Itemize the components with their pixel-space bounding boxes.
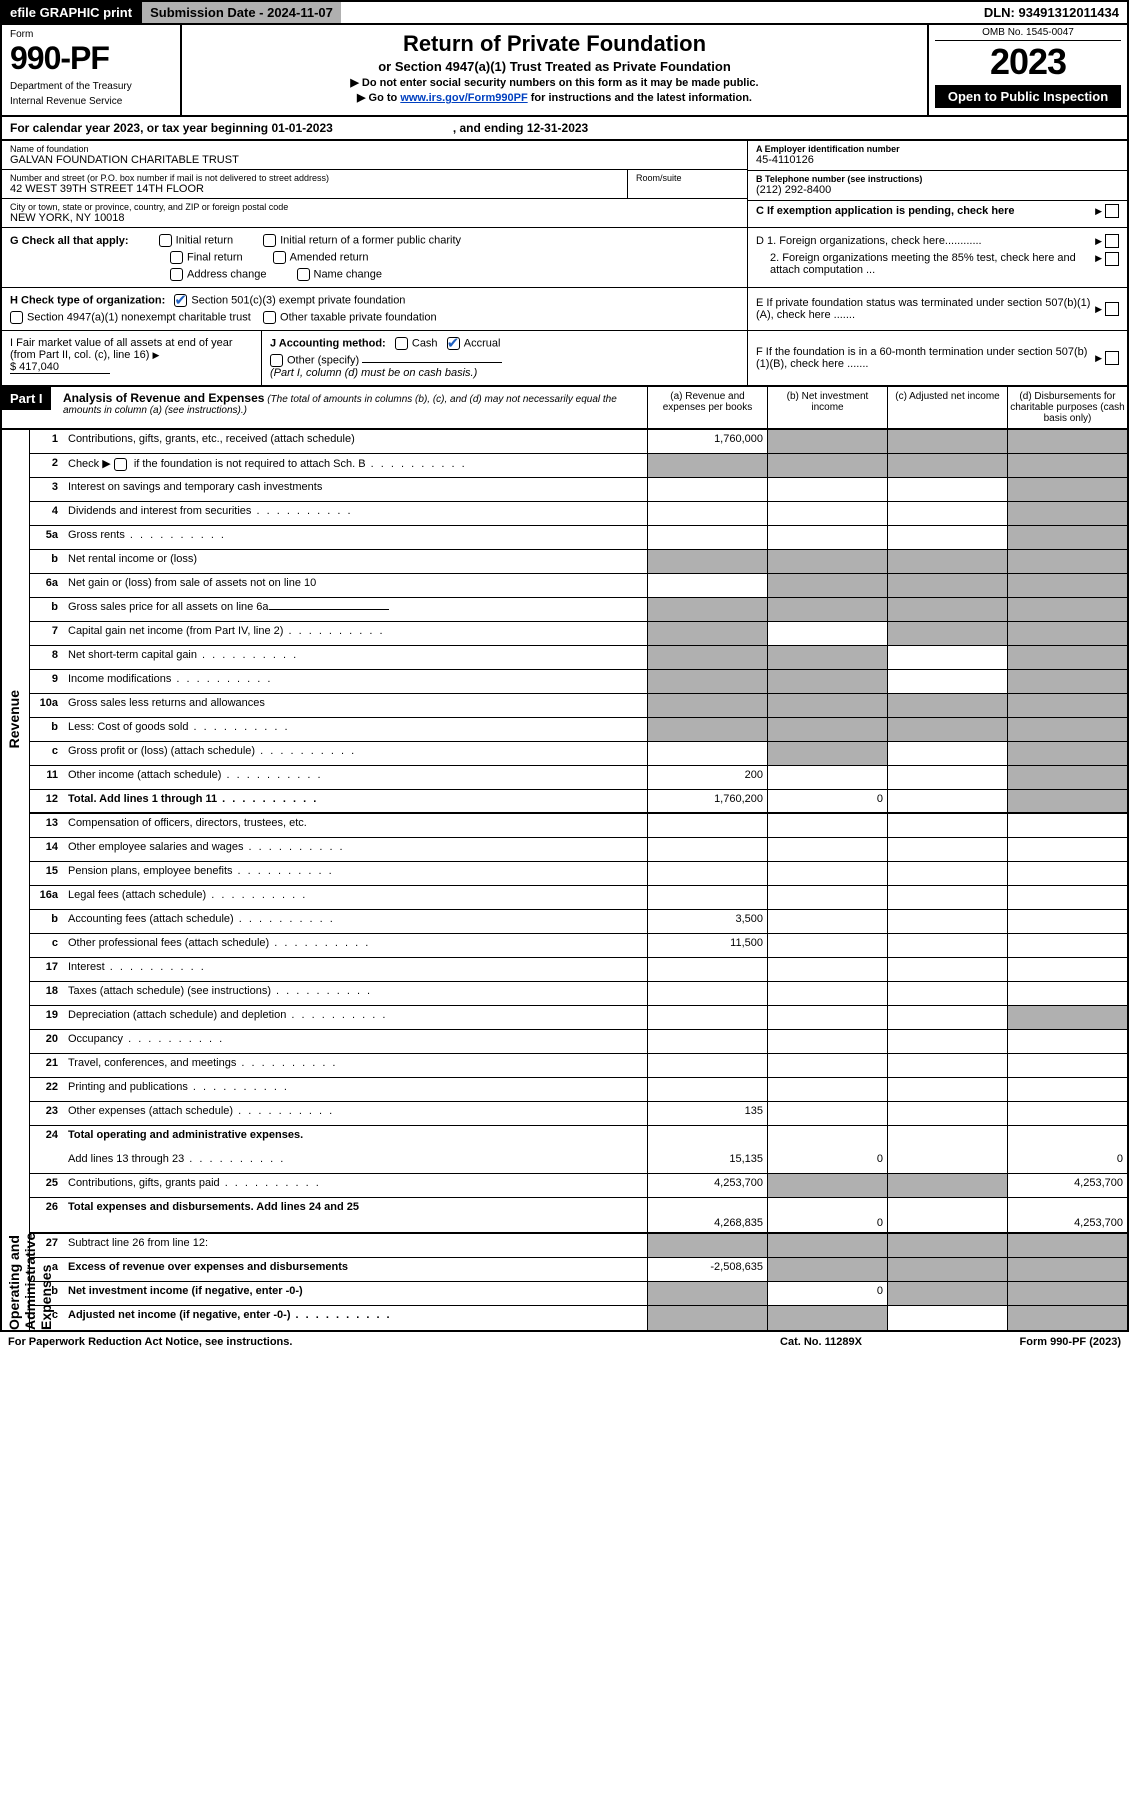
d2-label: 2. Foreign organizations meeting the 85%…: [756, 252, 1095, 276]
ein-label: A Employer identification number: [756, 144, 1119, 154]
amt-a: 1,760,000: [647, 430, 767, 453]
amt-b-shaded: [767, 430, 887, 453]
col-c-header: (c) Adjusted net income: [887, 387, 1007, 428]
city-value: NEW YORK, NY 10018: [10, 212, 739, 224]
arrow-icon: [152, 349, 162, 361]
501c3-checkbox[interactable]: [174, 294, 187, 307]
initial-return-checkbox[interactable]: [159, 234, 172, 247]
open-public-badge: Open to Public Inspection: [935, 85, 1121, 108]
initial-former-checkbox[interactable]: [263, 234, 276, 247]
e-checkbox[interactable]: [1105, 302, 1119, 316]
amt-c-shaded: [887, 430, 1007, 453]
h-e-row: H Check type of organization: Section 50…: [2, 288, 1127, 331]
j-label: J Accounting method:: [270, 337, 386, 349]
form-title: Return of Private Foundation: [202, 31, 907, 57]
city-label: City or town, state or province, country…: [10, 202, 739, 212]
submission-date: Submission Date - 2024-11-07: [140, 2, 341, 23]
dept-treasury: Department of the Treasury: [10, 81, 172, 92]
page-footer: For Paperwork Reduction Act Notice, see …: [0, 1332, 1129, 1352]
pra-notice: For Paperwork Reduction Act Notice, see …: [8, 1336, 721, 1348]
exemption-pending-label: C If exemption application is pending, c…: [756, 205, 1095, 217]
note-goto: ▶ Go to www.irs.gov/Form990PF for instru…: [202, 91, 907, 104]
final-return-checkbox[interactable]: [170, 251, 183, 264]
arrow-icon: [1095, 205, 1105, 217]
cal-year-begin: For calendar year 2023, or tax year begi…: [10, 121, 333, 135]
g-label: G Check all that apply:: [10, 235, 129, 247]
i-j-f-row: I Fair market value of all assets at end…: [2, 331, 1127, 385]
cash-checkbox[interactable]: [395, 337, 408, 350]
address-value: 42 WEST 39TH STREET 14TH FLOOR: [10, 183, 619, 195]
i-label: I Fair market value of all assets at end…: [10, 337, 233, 361]
tax-year: 2023: [935, 41, 1121, 83]
dln-number: DLN: 93491312011434: [976, 2, 1127, 23]
4947a1-checkbox[interactable]: [10, 311, 23, 324]
irs-link[interactable]: www.irs.gov/Form990PF: [400, 92, 527, 104]
line-num: 1: [30, 430, 64, 453]
address-label: Number and street (or P.O. box number if…: [10, 173, 619, 183]
arrow-icon: [1095, 252, 1105, 264]
irs-line: Internal Revenue Service: [10, 96, 172, 107]
arrow-icon: [1095, 303, 1105, 315]
form-container: efile GRAPHIC print Submission Date - 20…: [0, 0, 1129, 1332]
d1-label: D 1. Foreign organizations, check here..…: [756, 235, 1095, 247]
foundation-name-label: Name of foundation: [10, 144, 739, 154]
e-label: E If private foundation status was termi…: [756, 297, 1095, 321]
address-change-checkbox[interactable]: [170, 268, 183, 281]
other-method-checkbox[interactable]: [270, 354, 283, 367]
j-note: (Part I, column (d) must be on cash basi…: [270, 367, 739, 379]
form-label: Form: [10, 29, 172, 40]
form-number: 990-PF: [10, 40, 172, 77]
form-subtitle: or Section 4947(a)(1) Trust Treated as P…: [202, 59, 907, 74]
omb-number: OMB No. 1545-0047: [935, 27, 1121, 41]
part1-grid: Revenue Operating and Administrative Exp…: [2, 430, 1127, 1330]
calendar-year-row: For calendar year 2023, or tax year begi…: [2, 117, 1127, 141]
d1-checkbox[interactable]: [1105, 234, 1119, 248]
col-a-header: (a) Revenue and expenses per books: [647, 387, 767, 428]
part1-header-row: Part I Analysis of Revenue and Expenses …: [2, 385, 1127, 430]
name-change-checkbox[interactable]: [297, 268, 310, 281]
identity-row: Name of foundation GALVAN FOUNDATION CHA…: [2, 141, 1127, 228]
phone-value: (212) 292-8400: [756, 184, 1119, 196]
fmv-value: $ 417,040: [10, 361, 110, 374]
d2-checkbox[interactable]: [1105, 252, 1119, 266]
note-ssn: ▶ Do not enter social security numbers o…: [202, 76, 907, 89]
efile-print-button[interactable]: efile GRAPHIC print: [2, 2, 140, 23]
sch-b-checkbox[interactable]: [114, 458, 127, 471]
room-label: Room/suite: [636, 173, 739, 183]
form-header: Form 990-PF Department of the Treasury I…: [2, 25, 1127, 117]
col-d-header: (d) Disbursements for charitable purpose…: [1007, 387, 1127, 428]
part1-badge: Part I: [2, 387, 51, 410]
part1-title: Analysis of Revenue and Expenses: [63, 391, 264, 405]
f-checkbox[interactable]: [1105, 351, 1119, 365]
exemption-checkbox[interactable]: [1105, 204, 1119, 218]
line-desc: Contributions, gifts, grants, etc., rece…: [64, 430, 647, 453]
phone-label: B Telephone number (see instructions): [756, 174, 1119, 184]
g-d-row: G Check all that apply: Initial return I…: [2, 228, 1127, 288]
opex-side-label: Operating and Administrative Expenses: [6, 1190, 54, 1330]
f-label: F If the foundation is in a 60-month ter…: [756, 346, 1095, 370]
accrual-checkbox[interactable]: [447, 337, 460, 350]
arrow-icon: [1095, 235, 1105, 247]
col-b-header: (b) Net investment income: [767, 387, 887, 428]
amt-d-shaded: [1007, 430, 1127, 453]
cal-year-end: , and ending 12-31-2023: [453, 121, 588, 135]
foundation-name: GALVAN FOUNDATION CHARITABLE TRUST: [10, 154, 739, 166]
revenue-side-label: Revenue: [6, 690, 22, 748]
catalog-number: Cat. No. 11289X: [721, 1336, 921, 1348]
amended-return-checkbox[interactable]: [273, 251, 286, 264]
other-taxable-checkbox[interactable]: [263, 311, 276, 324]
topbar: efile GRAPHIC print Submission Date - 20…: [2, 2, 1127, 25]
arrow-icon: [1095, 352, 1105, 364]
ein-value: 45-4110126: [756, 154, 1119, 166]
form-footer: Form 990-PF (2023): [921, 1336, 1121, 1348]
h-label: H Check type of organization:: [10, 294, 165, 306]
